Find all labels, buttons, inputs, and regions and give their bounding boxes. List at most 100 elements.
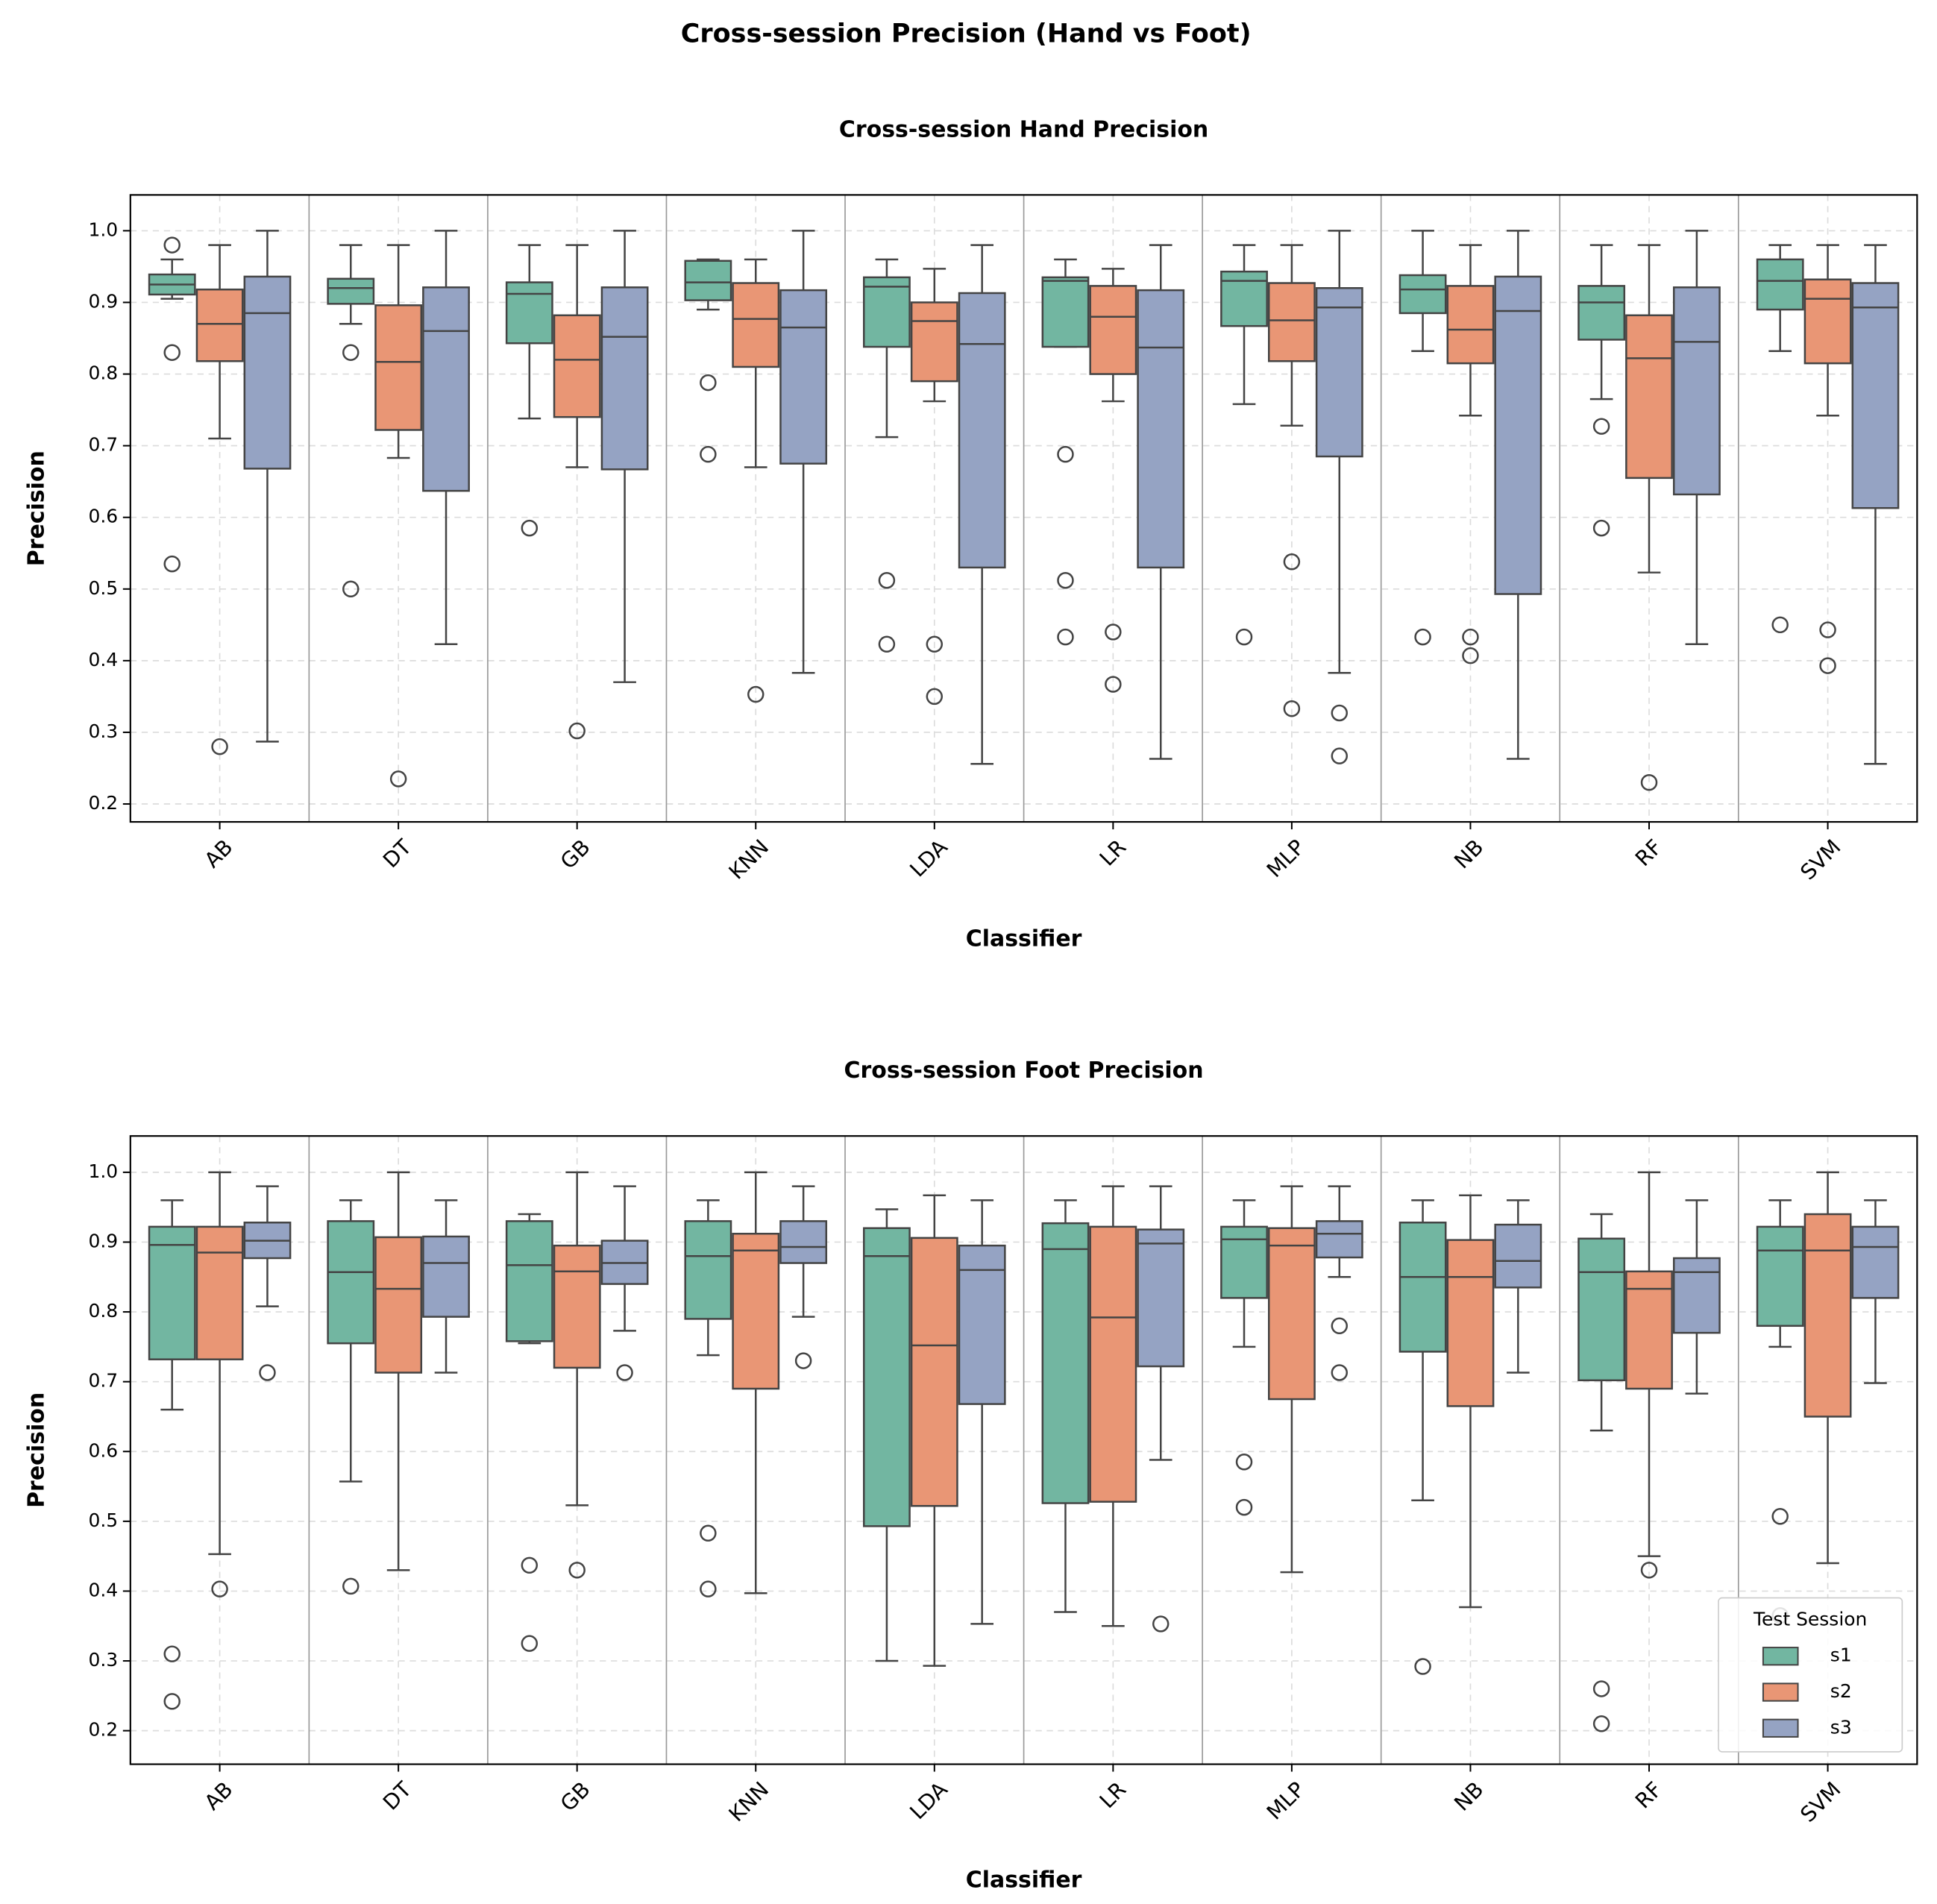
box bbox=[863, 276, 911, 348]
flier bbox=[1057, 572, 1074, 589]
flier bbox=[211, 1580, 228, 1597]
box bbox=[1672, 1257, 1721, 1334]
flier bbox=[1235, 628, 1253, 646]
flier bbox=[1414, 1658, 1431, 1675]
y-tick-label: 0.2 bbox=[88, 1719, 118, 1741]
box bbox=[1398, 274, 1447, 315]
flier bbox=[1331, 704, 1349, 722]
flier bbox=[521, 1556, 539, 1574]
box bbox=[1267, 282, 1316, 362]
flier bbox=[1771, 616, 1789, 634]
flier bbox=[211, 738, 228, 755]
box bbox=[910, 301, 958, 383]
box-group bbox=[958, 1199, 1006, 1625]
flier bbox=[1057, 445, 1074, 463]
y-tick-label: 0.9 bbox=[88, 1230, 118, 1251]
y-tick-label: 0.2 bbox=[88, 792, 118, 814]
box bbox=[1494, 275, 1542, 595]
box-group bbox=[1851, 244, 1900, 765]
flier bbox=[794, 1352, 812, 1369]
axes-frame bbox=[129, 194, 1918, 823]
box bbox=[1625, 314, 1673, 480]
box-group bbox=[505, 1213, 553, 1652]
box-group bbox=[863, 1208, 911, 1662]
y-tick-label: 0.6 bbox=[88, 506, 118, 527]
box-group bbox=[553, 1171, 601, 1579]
y-tick-label: 0.8 bbox=[88, 362, 118, 384]
box bbox=[1137, 1228, 1185, 1368]
box-group bbox=[1220, 244, 1268, 646]
box bbox=[422, 286, 470, 492]
flier bbox=[1462, 647, 1479, 664]
box-group bbox=[1672, 1199, 1721, 1395]
flier bbox=[1105, 623, 1122, 641]
legend-swatch bbox=[1762, 1718, 1799, 1738]
x-axis-label: Classifier bbox=[966, 926, 1082, 952]
box-group bbox=[1220, 1199, 1268, 1516]
flier bbox=[1592, 519, 1610, 537]
flier bbox=[1819, 621, 1836, 638]
flier bbox=[568, 1562, 586, 1579]
box bbox=[553, 1244, 601, 1369]
box bbox=[422, 1235, 470, 1318]
box-group bbox=[195, 244, 244, 755]
box-group bbox=[684, 1199, 732, 1597]
flier bbox=[1283, 553, 1301, 571]
legend-label: s1 bbox=[1830, 1644, 1852, 1666]
box bbox=[374, 1236, 423, 1374]
legend-box bbox=[1718, 1597, 1903, 1753]
y-tick-label: 0.3 bbox=[88, 720, 118, 742]
flier bbox=[1771, 1508, 1789, 1525]
box bbox=[1756, 258, 1804, 311]
box bbox=[195, 1225, 244, 1360]
box bbox=[1494, 1223, 1542, 1289]
box-group bbox=[1041, 258, 1090, 646]
y-tick-label: 0.8 bbox=[88, 1300, 118, 1322]
box-group bbox=[1398, 230, 1447, 646]
y-tick-label: 0.5 bbox=[88, 577, 118, 599]
box bbox=[1446, 285, 1495, 365]
y-axis-label: Precision bbox=[23, 450, 49, 566]
box-group bbox=[600, 230, 649, 683]
flier bbox=[521, 519, 539, 537]
flier bbox=[878, 635, 896, 653]
box bbox=[910, 1237, 958, 1507]
flier bbox=[1152, 1615, 1170, 1633]
flier bbox=[1105, 676, 1122, 693]
box-group bbox=[1851, 1199, 1900, 1384]
flier bbox=[1592, 1680, 1610, 1697]
box-group bbox=[505, 244, 553, 537]
box bbox=[1041, 276, 1090, 348]
flier bbox=[1331, 1317, 1349, 1335]
box-group bbox=[958, 244, 1006, 765]
flier bbox=[163, 344, 180, 361]
flier bbox=[342, 580, 360, 598]
box bbox=[863, 1227, 911, 1527]
box-group bbox=[1625, 244, 1673, 791]
y-tick-label: 0.4 bbox=[88, 649, 118, 670]
legend-label: s2 bbox=[1830, 1680, 1852, 1702]
box bbox=[1756, 1225, 1804, 1328]
box bbox=[1803, 1213, 1852, 1418]
figure-title: Cross-session Precision (Hand vs Foot) bbox=[681, 19, 1252, 49]
legend-swatch bbox=[1762, 1647, 1799, 1666]
y-tick-label: 0.4 bbox=[88, 1579, 118, 1600]
box bbox=[600, 286, 649, 471]
box-group bbox=[1625, 1171, 1673, 1579]
box-group bbox=[195, 1171, 244, 1597]
box-group bbox=[1756, 244, 1804, 634]
flier bbox=[1640, 773, 1658, 791]
flier bbox=[389, 770, 407, 788]
box bbox=[195, 288, 244, 362]
y-axis-label: Precision bbox=[23, 1392, 49, 1508]
subplot-title: Cross-session Foot Precision bbox=[844, 1058, 1204, 1084]
box bbox=[1137, 289, 1185, 569]
flier bbox=[163, 1693, 180, 1710]
box bbox=[1625, 1270, 1673, 1390]
box-group bbox=[1494, 1199, 1542, 1374]
box bbox=[1041, 1222, 1090, 1504]
flier bbox=[259, 1364, 276, 1381]
flier bbox=[1414, 628, 1431, 646]
